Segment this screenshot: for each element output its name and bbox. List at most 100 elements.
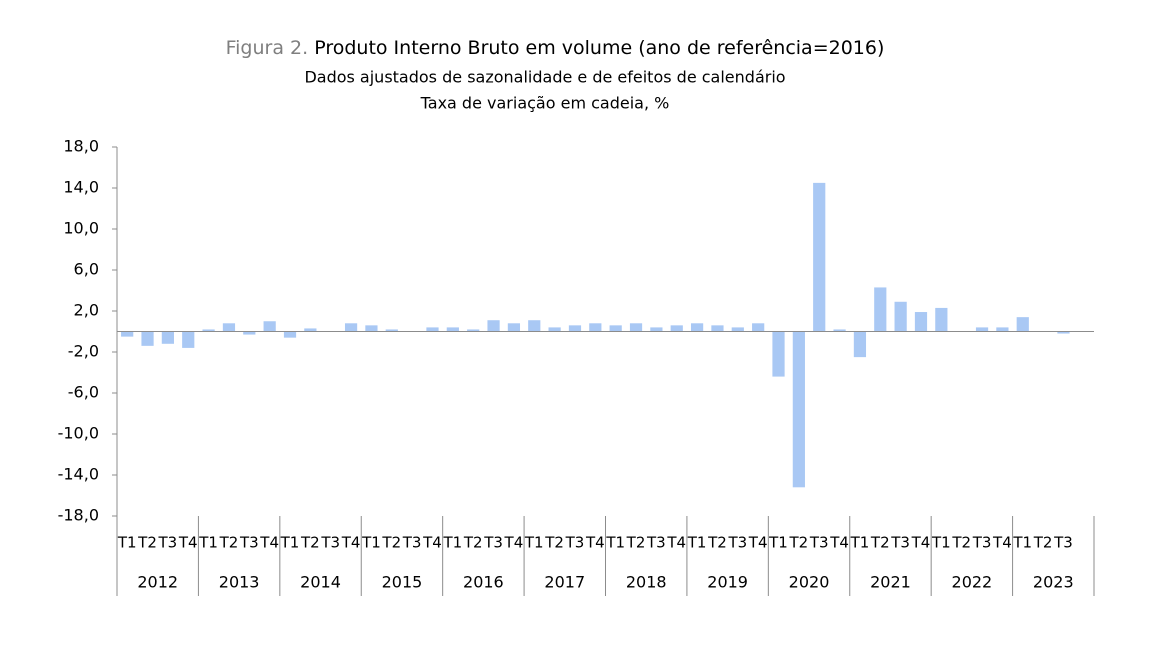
x-tick-label: T2 [219, 534, 239, 552]
x-tick-label: T4 [178, 534, 198, 552]
x-tick-label: T4 [259, 534, 279, 552]
x-tick-label: T4 [992, 534, 1012, 552]
x-tick-label: T4 [911, 534, 931, 552]
title-label: Figura 2. [226, 37, 309, 59]
bar [690, 323, 704, 332]
bar [385, 329, 398, 332]
bar [182, 331, 195, 348]
bar [792, 331, 805, 488]
bar [813, 182, 826, 332]
bar [670, 325, 683, 332]
year-label: 2021 [870, 573, 911, 592]
x-tick-label: T4 [422, 534, 442, 552]
x-tick-label: T1 [1012, 534, 1032, 552]
title-text: Produto Interno Bruto em volume (ano de … [314, 37, 884, 59]
bar [975, 327, 989, 332]
year-label: 2015 [382, 573, 423, 592]
bar [853, 331, 867, 358]
x-tick-label: T2 [707, 534, 727, 552]
year-label: 2018 [626, 573, 667, 592]
bar [935, 307, 948, 332]
x-tick-label: T3 [239, 534, 259, 552]
x-tick-label: T3 [727, 534, 747, 552]
y-tick-label: -18,0 [58, 506, 99, 525]
bar [365, 325, 378, 332]
x-tick-label: T1 [280, 534, 300, 552]
bar [528, 320, 541, 332]
bar [243, 331, 256, 335]
bar [731, 327, 744, 332]
y-tick-label: 14,0 [63, 178, 99, 197]
bar [548, 327, 561, 332]
x-tick-label: T3 [1053, 534, 1073, 552]
bar [222, 323, 236, 332]
y-tick-label: -10,0 [58, 424, 99, 443]
x-tick-label: T1 [524, 534, 544, 552]
bar [487, 320, 500, 332]
bar [589, 323, 602, 332]
bar [467, 329, 480, 332]
x-tick-label: T2 [626, 534, 646, 552]
x-tick-label: T1 [117, 534, 137, 552]
x-tick-label: T2 [381, 534, 401, 552]
x-tick-label: T4 [504, 534, 524, 552]
x-tick-label: T2 [544, 534, 564, 552]
year-label: 2019 [707, 573, 748, 592]
y-tick-label: 2,0 [74, 301, 99, 320]
x-tick-label: T2 [951, 534, 971, 552]
subtitle: Taxa de variação em cadeia, % [420, 94, 670, 113]
year-label: 2016 [463, 573, 504, 592]
x-tick-label: T3 [646, 534, 666, 552]
x-tick-label: T2 [1033, 534, 1053, 552]
x-tick-label: T4 [748, 534, 768, 552]
bar [996, 327, 1009, 332]
bar [426, 327, 439, 332]
x-tick-label: T3 [320, 534, 340, 552]
bar [609, 325, 622, 332]
bar [874, 287, 887, 332]
bar [711, 325, 724, 332]
y-tick-label: -14,0 [58, 465, 99, 484]
bar [344, 323, 358, 332]
y-tick-label: -2,0 [68, 342, 99, 361]
bar [161, 331, 174, 344]
bar [629, 323, 643, 332]
x-tick-label: T4 [585, 534, 605, 552]
year-label: 2020 [789, 573, 830, 592]
year-label: 2013 [219, 573, 260, 592]
bar [894, 301, 907, 332]
bar [141, 331, 154, 346]
x-tick-label: T1 [442, 534, 462, 552]
bar [568, 325, 582, 332]
x-tick-label: T1 [361, 534, 381, 552]
x-tick-label: T3 [158, 534, 178, 552]
year-label: 2017 [544, 573, 585, 592]
bar [263, 321, 276, 332]
bar [507, 323, 521, 332]
x-tick-label: T2 [789, 534, 809, 552]
x-tick-label: T4 [666, 534, 686, 552]
year-label: 2023 [1033, 573, 1074, 592]
year-label: 2012 [137, 573, 178, 592]
chart-title: Figura 2. Produto Interno Bruto em volum… [226, 37, 885, 59]
bar [1057, 331, 1070, 334]
year-label: 2014 [300, 573, 341, 592]
x-tick-label: T1 [768, 534, 788, 552]
x-tick-label: T2 [463, 534, 483, 552]
y-tick-label: 10,0 [63, 219, 99, 238]
bar [752, 323, 765, 332]
x-tick-label: T3 [890, 534, 910, 552]
year-label: 2022 [952, 573, 993, 592]
bar [283, 331, 297, 338]
bar [1016, 317, 1029, 332]
bar [202, 329, 215, 332]
x-tick-label: T3 [565, 534, 585, 552]
bar [914, 312, 928, 332]
bar [446, 327, 459, 332]
bar [650, 327, 663, 332]
bar [304, 328, 317, 332]
x-tick-label: T1 [605, 534, 625, 552]
x-tick-label: T4 [341, 534, 361, 552]
y-tick-label: 6,0 [74, 260, 99, 279]
